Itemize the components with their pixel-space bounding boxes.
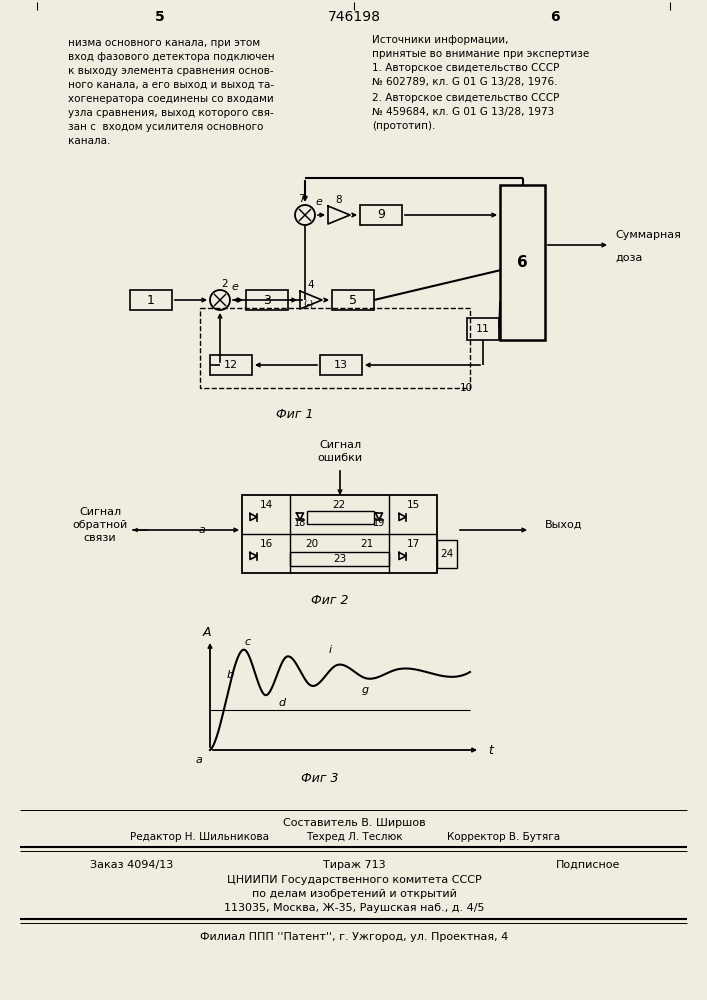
Text: ошибки: ошибки <box>317 453 363 463</box>
Text: e: e <box>232 282 238 292</box>
Text: 20: 20 <box>305 539 319 549</box>
Text: t: t <box>488 744 493 756</box>
Text: 21: 21 <box>361 539 373 549</box>
Text: Корректор В. Бутяга: Корректор В. Бутяга <box>447 832 560 842</box>
Text: e: e <box>315 197 322 207</box>
Text: вход фазового детектора подключен: вход фазового детектора подключен <box>68 52 274 62</box>
Text: Фиг 3: Фиг 3 <box>301 772 339 784</box>
Text: (прототип).: (прототип). <box>372 121 436 131</box>
Bar <box>242 495 437 573</box>
Text: 1: 1 <box>147 294 155 306</box>
Text: 15: 15 <box>407 500 420 510</box>
Text: c: c <box>245 637 251 647</box>
Text: узла сравнения, выход которого свя-: узла сравнения, выход которого свя- <box>68 108 274 118</box>
Text: Тираж 713: Тираж 713 <box>322 860 385 870</box>
Bar <box>290 552 389 566</box>
Text: Суммарная: Суммарная <box>615 230 681 240</box>
Text: 6: 6 <box>550 10 560 24</box>
Text: к выходу элемента сравнения основ-: к выходу элемента сравнения основ- <box>68 66 274 76</box>
Text: обратной: обратной <box>72 520 128 530</box>
Text: d: d <box>279 698 286 708</box>
Bar <box>246 290 288 310</box>
Bar <box>130 290 172 310</box>
Text: принятые во внимание при экспертизе: принятые во внимание при экспертизе <box>372 49 589 59</box>
Bar <box>200 308 470 388</box>
Text: Филиал ППП ''Патент'', г. Ужгород, ул. Проектная, 4: Филиал ППП ''Патент'', г. Ужгород, ул. П… <box>200 932 508 942</box>
Text: Сигнал: Сигнал <box>319 440 361 450</box>
Bar <box>332 290 374 310</box>
Text: A: A <box>203 626 211 639</box>
Text: Заказ 4094/13: Заказ 4094/13 <box>90 860 173 870</box>
Bar <box>500 185 545 340</box>
Text: хогенератора соединены со входами: хогенератора соединены со входами <box>68 94 274 104</box>
Text: № 459684, кл. G 01 G 13/28, 1973: № 459684, кл. G 01 G 13/28, 1973 <box>372 107 554 117</box>
Bar <box>307 511 374 524</box>
Text: низма основного канала, при этом: низма основного канала, при этом <box>68 38 260 48</box>
Text: 1. Авторское свидетельство СССР: 1. Авторское свидетельство СССР <box>372 63 559 73</box>
Text: по делам изобретений и открытий: по делам изобретений и открытий <box>252 889 457 899</box>
Text: Редактор Н. Шильникова: Редактор Н. Шильникова <box>130 832 269 842</box>
Text: a: a <box>195 755 202 765</box>
Text: 18: 18 <box>294 518 306 528</box>
Text: 5: 5 <box>349 294 357 306</box>
Text: 16: 16 <box>259 539 273 549</box>
Text: (-): (-) <box>303 300 313 308</box>
Text: Фиг 2: Фиг 2 <box>311 593 349 606</box>
Bar <box>320 355 362 375</box>
Text: 11: 11 <box>476 324 490 334</box>
Text: 17: 17 <box>407 539 420 549</box>
Text: 2: 2 <box>222 279 228 289</box>
Text: 5: 5 <box>155 10 165 24</box>
Text: канала.: канала. <box>68 136 110 146</box>
Text: № 602789, кл. G 01 G 13/28, 1976.: № 602789, кл. G 01 G 13/28, 1976. <box>372 77 558 87</box>
Text: 9: 9 <box>377 209 385 222</box>
Text: ЦНИИПИ Государственного комитета СССР: ЦНИИПИ Государственного комитета СССР <box>227 875 481 885</box>
Text: 113035, Москва, Ж-35, Раушская наб., д. 4/5: 113035, Москва, Ж-35, Раушская наб., д. … <box>223 903 484 913</box>
Text: 19: 19 <box>373 518 385 528</box>
Text: 12: 12 <box>224 360 238 370</box>
Text: Выход: Выход <box>545 520 583 530</box>
Text: 4: 4 <box>308 280 315 290</box>
Text: 7: 7 <box>298 194 304 204</box>
Text: Фиг 1: Фиг 1 <box>276 408 314 422</box>
Bar <box>437 540 457 568</box>
Text: 10: 10 <box>460 383 473 393</box>
Bar <box>360 205 402 225</box>
Bar <box>210 355 252 375</box>
Text: Составитель В. Ширшов: Составитель В. Ширшов <box>283 818 426 828</box>
Text: 13: 13 <box>334 360 348 370</box>
Text: a: a <box>198 525 205 535</box>
Text: 6: 6 <box>517 255 528 270</box>
Text: Сигнал: Сигнал <box>79 507 121 517</box>
Text: 2. Авторское свидетельство СССР: 2. Авторское свидетельство СССР <box>372 93 559 103</box>
Text: 22: 22 <box>332 500 346 510</box>
Text: Техред Л. Теслюк: Техред Л. Теслюк <box>305 832 402 842</box>
Text: зан с  входом усилителя основного: зан с входом усилителя основного <box>68 122 264 132</box>
Text: 24: 24 <box>440 549 454 559</box>
Text: Источники информации,: Источники информации, <box>372 35 508 45</box>
Text: доза: доза <box>615 253 643 263</box>
Text: 23: 23 <box>333 554 346 564</box>
Text: ного канала, а его выход и выход та-: ного канала, а его выход и выход та- <box>68 80 274 90</box>
Text: 8: 8 <box>336 195 342 205</box>
Text: b: b <box>226 670 233 680</box>
Text: g: g <box>361 685 368 695</box>
Text: Подписное: Подписное <box>556 860 620 870</box>
Text: 3: 3 <box>263 294 271 306</box>
Text: связи: связи <box>83 533 117 543</box>
Bar <box>467 318 499 340</box>
Text: 14: 14 <box>259 500 273 510</box>
Text: i: i <box>329 645 332 655</box>
Text: 746198: 746198 <box>327 10 380 24</box>
